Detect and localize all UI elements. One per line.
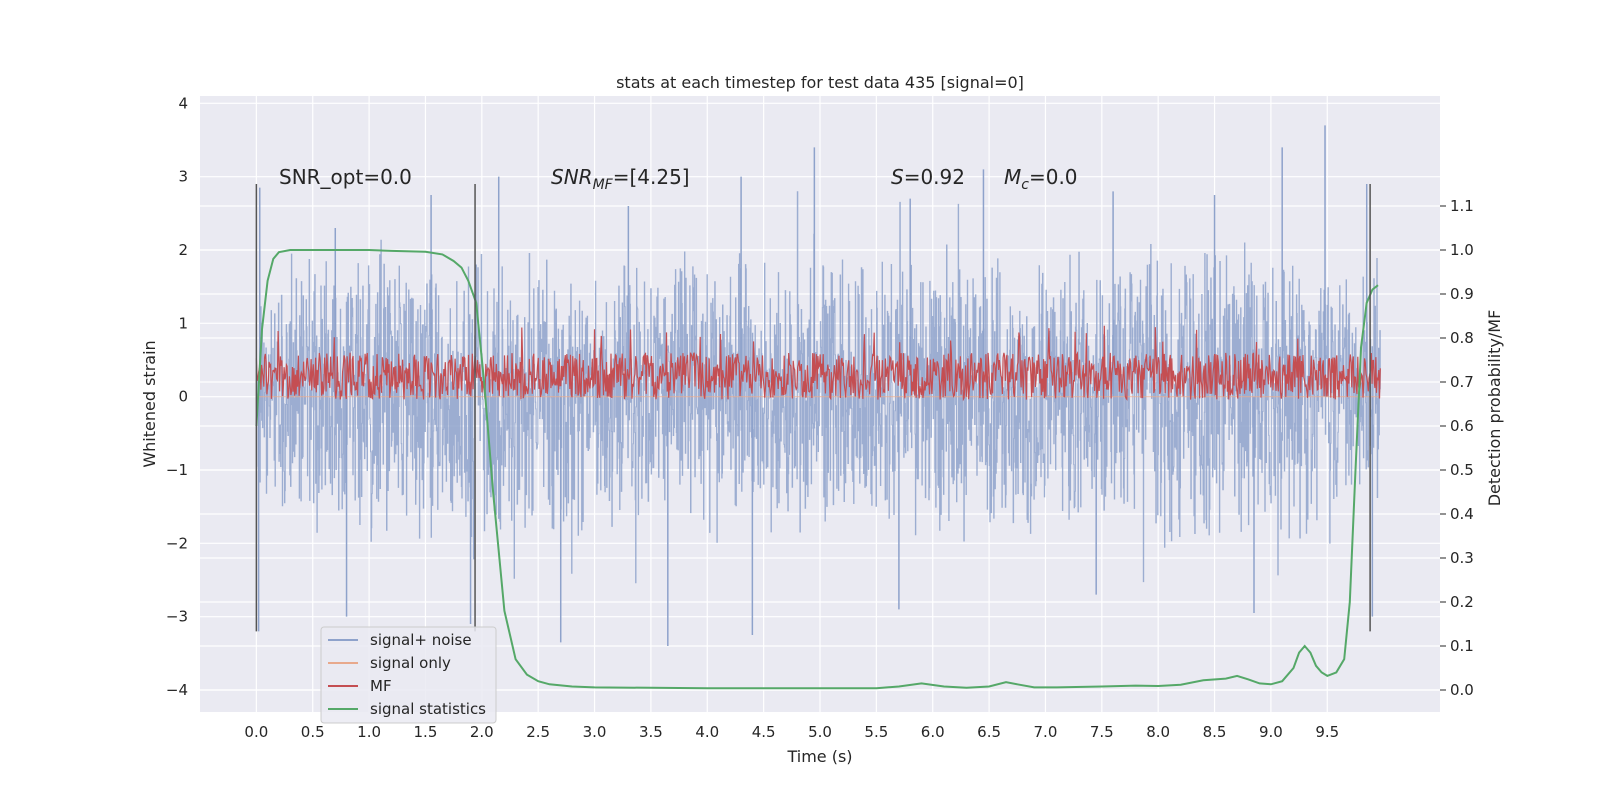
legend-label-signal-statistics: signal statistics [370, 700, 486, 718]
y2-tick-label: 0.4 [1450, 505, 1474, 523]
x-tick-label: 8.0 [1146, 723, 1170, 741]
x-axis-label: Time (s) [786, 747, 852, 766]
series-signal-statistics [255, 249, 1379, 690]
vertical-markers [255, 184, 1371, 632]
x-tick-label: 5.0 [808, 723, 832, 741]
x-tick-label: 7.0 [1034, 723, 1058, 741]
x-tick-label: 4.0 [695, 723, 719, 741]
x-tick-label: 4.5 [752, 723, 776, 741]
y2-axis-label: Detection probability/MF [1485, 310, 1504, 507]
legend-box [320, 626, 497, 724]
x-tick-label: 9.0 [1259, 723, 1283, 741]
chart-title: stats at each timestep for test data 435… [616, 73, 1024, 92]
legend-label-signal-only: signal only [370, 654, 451, 672]
legend-label-signal-noise: signal+ noise [370, 631, 472, 649]
legend-label-mf: MF [370, 677, 392, 695]
x-tick-label: 2.5 [526, 723, 550, 741]
y-tick-label: 4 [178, 94, 188, 112]
mc-subscript: c [1021, 177, 1029, 193]
x-tick-label: 0.0 [244, 723, 268, 741]
annotation-s: S=0.92 [891, 165, 965, 189]
x-tick-label: 6.0 [921, 723, 945, 741]
x-tick-label: 5.5 [864, 723, 888, 741]
y-tick-label: −1 [166, 461, 188, 479]
y2-tick-label: 1.0 [1450, 241, 1474, 259]
series-mf [255, 325, 1381, 402]
s-value: =0.92 [904, 165, 965, 189]
mc-value: =0.0 [1029, 165, 1078, 189]
y2-tick-label: 0.6 [1450, 417, 1474, 435]
tick-labels: 0.0 0.5 1.0 1.5 2.0 2.5 3.0 3.5 4.0 4.5 5.0 5.5 6.0 6… [166, 94, 1474, 741]
annotation-snr-opt: SNR_opt=0.0 [279, 165, 412, 189]
y-tick-label: 2 [178, 241, 188, 259]
x-tick-label: 1.0 [357, 723, 381, 741]
y-tick-label: 0 [178, 388, 188, 406]
y-tick-label: −2 [166, 534, 188, 552]
snr-mf-subscript: MF [593, 177, 614, 193]
x-tick-label: 1.5 [414, 723, 438, 741]
x-tick-label: 7.5 [1090, 723, 1114, 741]
y-tick-label: −4 [166, 681, 188, 699]
x-tick-label: 6.5 [977, 723, 1001, 741]
y2-tick-label: 0.8 [1450, 329, 1474, 347]
y-tick-label: 1 [178, 314, 188, 332]
x-tick-label: 9.5 [1315, 723, 1339, 741]
y2-tick-label: 1.1 [1450, 197, 1474, 215]
x-tick-label: 3.0 [583, 723, 607, 741]
mc-label: M [1004, 165, 1021, 189]
x-tick-label: 0.5 [301, 723, 325, 741]
x-tick-label: 3.5 [639, 723, 663, 741]
x-tick-label: 8.5 [1203, 723, 1227, 741]
data-layer [255, 125, 1381, 690]
y-axis-label: Whitened strain [140, 340, 159, 467]
s-label: S [891, 165, 904, 189]
annotation-snr-mf: SNRMF=[4.25] [551, 165, 690, 193]
annotation-mc: Mc=0.0 [1004, 165, 1078, 193]
snr-mf-prefix: SNR [551, 165, 593, 189]
y-tick-label: 3 [178, 168, 188, 186]
y2-tick-label: 0.5 [1450, 461, 1474, 479]
x-tick-label: 2.0 [470, 723, 494, 741]
y2-tick-label: 0.1 [1450, 637, 1474, 655]
y2-tick-label: 0.3 [1450, 549, 1474, 567]
y2-tick-label: 0.7 [1450, 373, 1474, 391]
snr-mf-value: =[4.25] [613, 165, 690, 189]
legend: signal+ noise signal only MF signal stat… [320, 626, 497, 724]
y2-tick-label: 0.0 [1450, 681, 1474, 699]
y2-tick-label: 0.2 [1450, 593, 1474, 611]
y2-tick-label: 0.9 [1450, 285, 1474, 303]
y-tick-label: −3 [166, 608, 188, 626]
